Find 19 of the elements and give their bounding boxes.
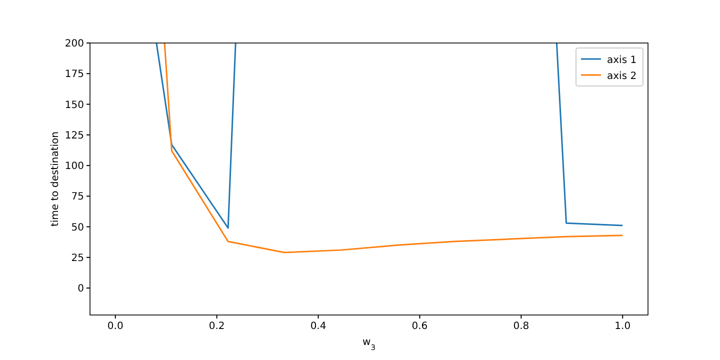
x-tick-label: 0.8 xyxy=(513,321,530,332)
y-tick-label: 100 xyxy=(64,161,84,172)
x-tick-label: 0.0 xyxy=(107,321,124,332)
x-axis-title: w$_{3}$ xyxy=(362,337,376,352)
y-axis-title: time to destination xyxy=(50,131,61,227)
legend-label: axis 1 xyxy=(607,55,637,66)
y-tick-label: 150 xyxy=(64,100,84,111)
y-tick-label: 175 xyxy=(64,69,84,80)
y-tick-label: 75 xyxy=(71,192,84,203)
x-tick-label: 0.4 xyxy=(310,321,326,332)
x-tick-label: 0.6 xyxy=(412,321,428,332)
y-tick-label: 125 xyxy=(64,130,84,142)
legend-label: axis 2 xyxy=(607,71,637,82)
y-tick-label: 200 xyxy=(64,38,84,50)
y-tick-label: 25 xyxy=(71,252,84,264)
x-tick-label: 1.0 xyxy=(614,321,631,332)
x-tick-label: 0.2 xyxy=(208,321,225,332)
y-tick-label: 0 xyxy=(78,284,84,295)
y-tick-label: 50 xyxy=(71,222,84,234)
